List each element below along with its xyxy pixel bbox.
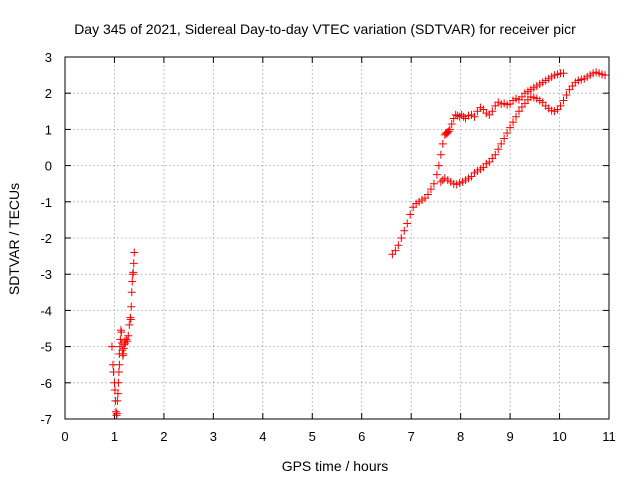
y-tick-label: -5: [40, 340, 52, 355]
y-tick-labels: 3 2 1 0 -1 -2 -3 -4 -5 -6 -7: [40, 50, 52, 427]
data-point: [121, 338, 130, 347]
data-point: [436, 150, 445, 159]
y-tick-label: -3: [40, 267, 52, 282]
data-point: [127, 288, 136, 297]
data-point: [514, 107, 523, 116]
data-point: [130, 248, 139, 257]
data-point: [436, 177, 445, 186]
data-point: [459, 112, 468, 121]
data-point: [494, 145, 503, 154]
data-point: [432, 170, 441, 179]
y-tick-label: -4: [40, 303, 52, 318]
data-point: [114, 367, 123, 376]
data-point: [113, 396, 122, 405]
data-point: [509, 118, 518, 127]
y-tick-label: -7: [40, 412, 52, 427]
data-point: [562, 91, 571, 100]
data-point: [559, 69, 568, 78]
y-tick-label: -2: [40, 231, 52, 246]
data-point: [400, 226, 409, 235]
x-tick-label: 2: [160, 429, 167, 444]
x-tick-label: 6: [358, 429, 365, 444]
y-axis-label: SDTVAR / TECUs: [6, 183, 22, 295]
x-tick-label: 11: [602, 429, 616, 444]
chart-title: Day 345 of 2021, Sidereal Day-to-day VTE…: [74, 21, 576, 37]
data-point: [127, 302, 136, 311]
data-point: [434, 161, 443, 170]
x-tick-label: 9: [506, 429, 513, 444]
data-point: [500, 134, 509, 143]
data-point: [128, 277, 137, 286]
data-point: [406, 210, 415, 219]
plot-frame: [64, 56, 610, 420]
data-point: [126, 315, 135, 324]
y-tick-label: 0: [45, 159, 52, 174]
y-tick-label: 2: [45, 86, 52, 101]
data-point: [445, 125, 454, 134]
data-point: [470, 112, 479, 121]
data-point: [512, 112, 521, 121]
data-point: [125, 320, 134, 329]
grid-lines: [65, 57, 609, 419]
x-tick-label: 0: [61, 429, 68, 444]
y-tick-label: 1: [45, 122, 52, 137]
x-tick-label: 7: [408, 429, 415, 444]
data-point: [123, 337, 132, 346]
data-point: [491, 150, 500, 159]
data-point: [429, 179, 438, 188]
data-point: [129, 268, 138, 277]
data-point: [438, 139, 447, 148]
data-point: [117, 328, 126, 337]
series-1: [107, 248, 139, 420]
x-axis-label: GPS time / hours: [282, 458, 389, 474]
data-point: [124, 331, 133, 340]
data-point: [506, 123, 515, 132]
x-tick-label: 5: [309, 429, 316, 444]
data-point: [122, 335, 131, 344]
data-point: [444, 127, 453, 136]
series-3: [436, 68, 610, 189]
data-point: [453, 111, 462, 120]
data-point: [503, 129, 512, 138]
data-point: [129, 259, 138, 268]
x-tick-label: 10: [552, 429, 566, 444]
data-point: [447, 119, 456, 128]
y-tick-label: 3: [45, 50, 52, 65]
data-point: [114, 378, 123, 387]
data-point: [115, 360, 124, 369]
y-tick-label: -6: [40, 376, 52, 391]
x-tick-label: 1: [111, 429, 118, 444]
data-point: [394, 241, 403, 250]
data-point: [457, 110, 466, 119]
data-point: [403, 219, 412, 228]
series-2: [388, 69, 568, 259]
x-tick-labels: 0 1 2 3 4 5 6 7 8 9 10 11: [61, 429, 615, 444]
data-point: [556, 101, 565, 110]
x-tick-label: 8: [457, 429, 464, 444]
data-point: [113, 389, 122, 398]
data-point: [497, 139, 506, 148]
y-tick-label: -1: [40, 195, 52, 210]
x-tick-label: 3: [210, 429, 217, 444]
data-point: [112, 409, 121, 418]
data-point: [426, 185, 435, 194]
data-point: [391, 246, 400, 255]
data-point: [107, 342, 116, 351]
data-point: [601, 71, 610, 80]
data-points: [107, 68, 610, 420]
data-point: [423, 190, 432, 199]
data-point: [397, 234, 406, 242]
data-point: [488, 107, 497, 116]
data-point: [559, 96, 568, 105]
x-tick-label: 4: [259, 429, 266, 444]
